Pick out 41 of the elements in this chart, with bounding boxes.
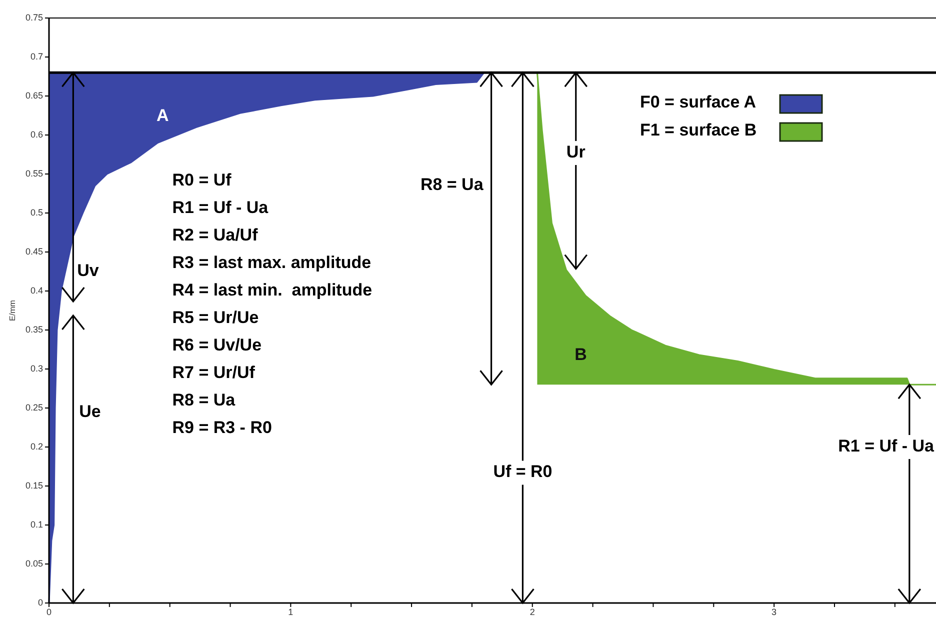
annotation: R9 = R3 - R0 [172, 418, 272, 438]
annotation: R5 = Ur/Ue [172, 308, 259, 328]
y-tick-label: 0.45 [25, 246, 43, 256]
annotation: R1 = Uf - Ua [172, 198, 269, 218]
legend-label: F1 = surface B [640, 120, 757, 140]
y-tick-label: 0.7 [30, 51, 43, 62]
annotation: R2 = Ua/Uf [172, 226, 258, 245]
y-tick-label: 0.55 [25, 168, 43, 178]
y-tick-label: 0.65 [25, 90, 43, 100]
annotation: A [156, 106, 169, 125]
annotation: R1 = Uf - Ua [838, 436, 935, 456]
annotation: R7 = Ur/Uf [172, 363, 256, 382]
x-tick-label: 3 [772, 607, 777, 617]
annotation: R4 = last min. amplitude [172, 280, 372, 300]
y-axis-title: E/mm [8, 300, 17, 321]
y-tick-label: 0.5 [30, 207, 43, 218]
y-tick-label: 0.1 [30, 519, 43, 530]
x-tick-label: 0 [46, 607, 52, 617]
y-tick-label: 0.3 [30, 363, 43, 374]
y-tick-label: 0.6 [30, 129, 43, 140]
y-tick-label: 0.15 [25, 480, 43, 490]
y-tick-label: 0.25 [25, 402, 43, 412]
legend-label: F0 = surface A [640, 92, 756, 112]
annotation: R8 = Ua [420, 175, 484, 194]
y-tick-label: 0.4 [30, 285, 43, 296]
annotation: B [574, 345, 587, 364]
annotation: R0 = Uf [172, 170, 232, 190]
x-tick-label: 2 [530, 607, 535, 617]
y-tick-label: 0.75 [25, 12, 43, 22]
y-tick-label: 0.05 [25, 558, 43, 568]
annotation: R3 = last max. amplitude [172, 253, 372, 272]
y-tick-label: 0.35 [25, 324, 43, 334]
annotation: Uv [77, 260, 100, 280]
annotation: Ue [79, 402, 101, 422]
annotation: Uf = R0 [493, 462, 552, 482]
annotation: R6 = Uv/Ue [172, 336, 262, 355]
annotation: Ur [566, 142, 586, 162]
x-tick-label: 1 [288, 607, 294, 617]
annotation: R8 = Ua [172, 390, 236, 410]
y-tick-label: 0 [38, 597, 43, 608]
y-tick-label: 0.2 [30, 441, 43, 452]
